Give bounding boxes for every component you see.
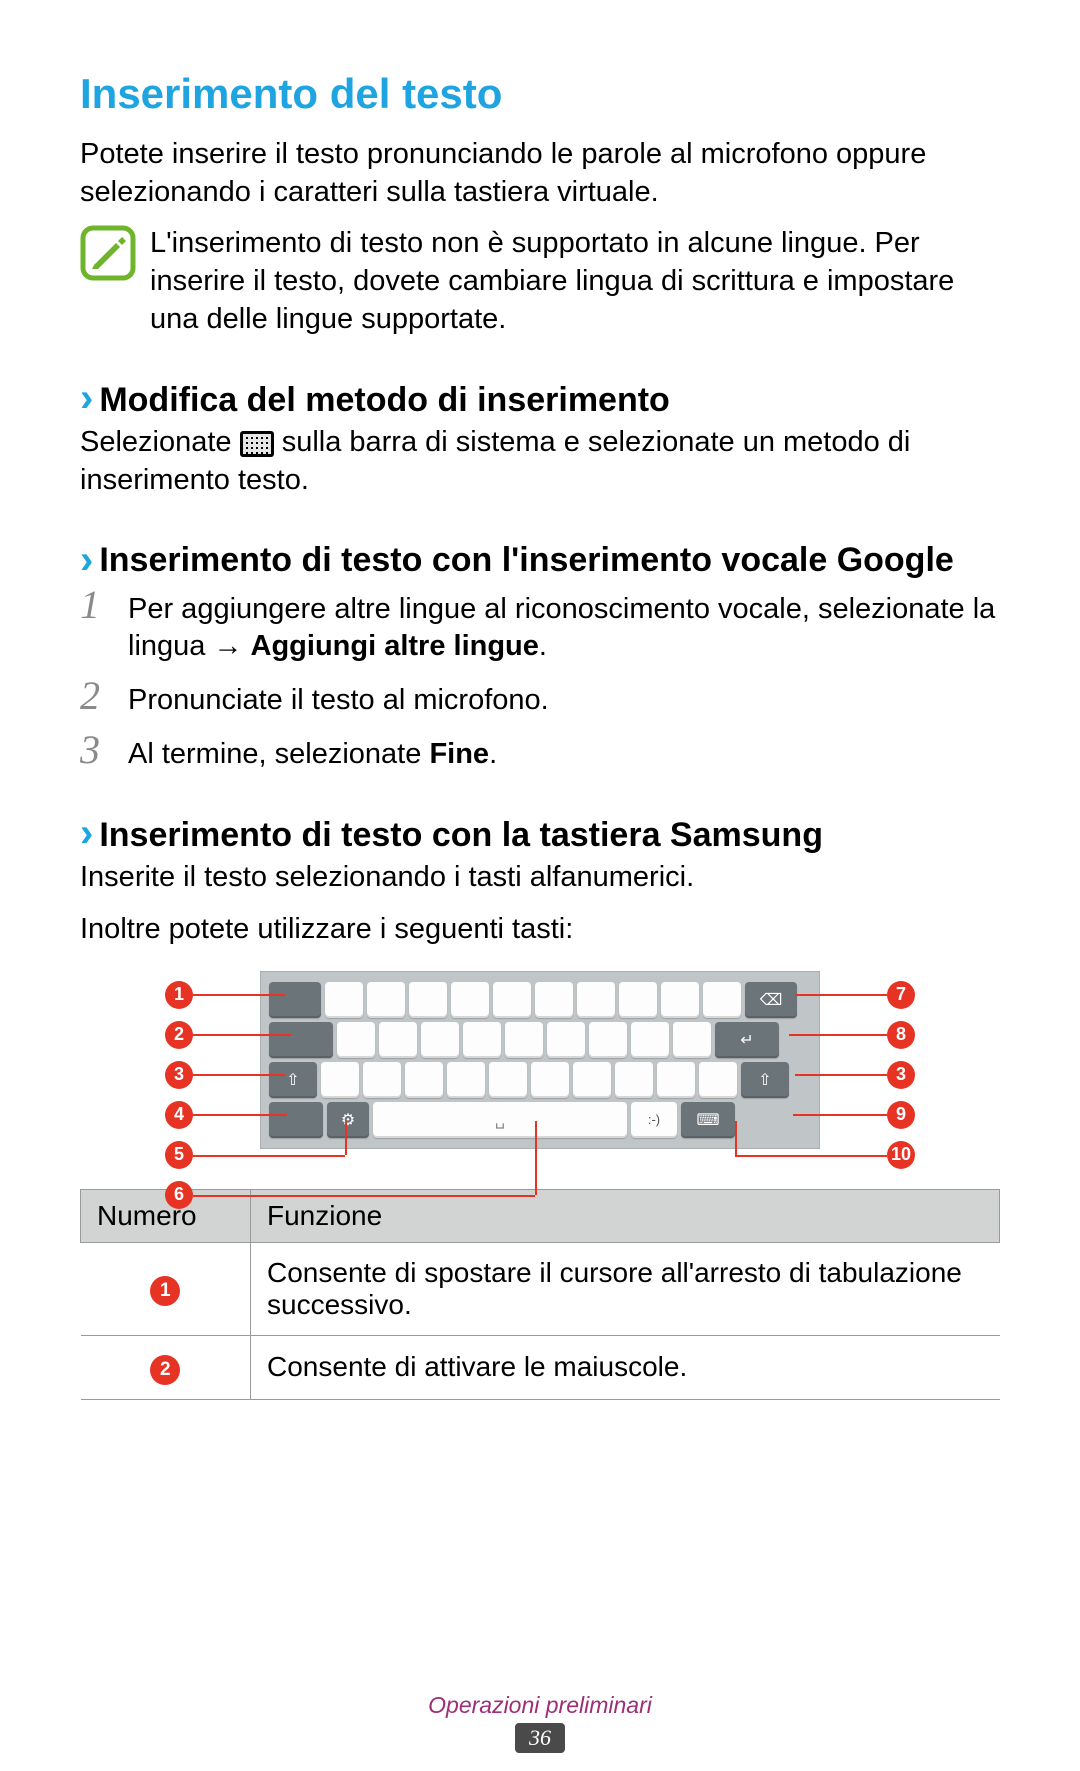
callout-right-kinked: 10	[165, 971, 915, 1221]
page-number: 36	[515, 1723, 565, 1753]
heading-modify: › Modifica del metodo di inserimento	[80, 378, 1000, 420]
step-text-post: .	[539, 630, 547, 662]
step-text-bold: Fine	[429, 738, 489, 770]
number-badge: 1	[150, 1276, 180, 1306]
cell-numero: 2	[81, 1335, 251, 1399]
number-badge: 2	[150, 1355, 180, 1385]
callout-line	[735, 1155, 887, 1157]
footer-section: Operazioni preliminari	[0, 1692, 1080, 1719]
step: 1Per aggiungere altre lingue al riconosc…	[80, 585, 1000, 666]
cell-numero: 1	[81, 1242, 251, 1335]
table-row: 2 Consente di attivare le maiuscole.	[81, 1335, 1000, 1399]
chevron-icon: ›	[80, 540, 93, 580]
chevron-icon: ›	[80, 813, 93, 853]
step-text: Al termine, selezionate Fine.	[128, 730, 497, 774]
function-table-body: 1 Consente di spostare il cursore all'arr…	[81, 1242, 1000, 1399]
callout-badge: 10	[887, 1141, 915, 1169]
step-text-pre: Pronunciate il testo al microfono.	[128, 684, 549, 716]
chevron-icon: ›	[80, 378, 93, 418]
heading-text: Inserimento di testo con l'inserimento v…	[99, 540, 953, 581]
keyboard-icon	[240, 431, 274, 457]
intro-paragraph: Potete inserire il testo pronunciando le…	[80, 136, 1000, 211]
voice-steps: 1Per aggiungere altre lingue al riconosc…	[80, 585, 1000, 774]
pencil-note-icon	[80, 225, 136, 281]
step-text-bold: Aggiungi altre lingue	[251, 630, 539, 662]
samsung-body2: Inoltre potete utilizzare i seguenti tas…	[80, 911, 1000, 949]
heading-voice: › Inserimento di testo con l'inserimento…	[80, 540, 1000, 581]
text-pre: Selezionate	[80, 426, 240, 458]
page-footer: Operazioni preliminari 36	[0, 1692, 1080, 1753]
note-block: L'inserimento di testo non è supportato …	[80, 225, 1000, 338]
manual-page: Inserimento del testo Potete inserire il…	[0, 0, 1080, 1400]
step-text-post: .	[489, 738, 497, 770]
keyboard-diagram: ⌫↵⇧⇧⚙␣:-)⌨ 123456783910	[165, 971, 915, 1149]
heading-text: Modifica del metodo di inserimento	[99, 381, 670, 420]
callout-line	[735, 1121, 737, 1155]
heading-samsung: › Inserimento di testo con la tastiera S…	[80, 813, 1000, 855]
page-number-wrap: 36	[0, 1723, 1080, 1753]
modify-body: Selezionate sulla barra di sistema e sel…	[80, 424, 1000, 499]
step-number: 2	[80, 676, 110, 720]
step-text-pre: Al termine, selezionate	[128, 738, 429, 770]
cell-funzione: Consente di attivare le maiuscole.	[251, 1335, 1000, 1399]
page-title: Inserimento del testo	[80, 70, 1000, 118]
step-number: 1	[80, 585, 110, 666]
note-text: L'inserimento di testo non è supportato …	[150, 225, 1000, 338]
cell-funzione: Consente di spostare il cursore all'arre…	[251, 1242, 1000, 1335]
table-row: 1 Consente di spostare il cursore all'arr…	[81, 1242, 1000, 1335]
samsung-body1: Inserite il testo selezionando i tasti a…	[80, 859, 1000, 897]
step: 2 Pronunciate il testo al microfono.	[80, 676, 1000, 720]
step-text: Pronunciate il testo al microfono.	[128, 676, 549, 720]
step: 3 Al termine, selezionate Fine.	[80, 730, 1000, 774]
step-text: Per aggiungere altre lingue al riconosci…	[128, 585, 1000, 666]
heading-text: Inserimento di testo con la tastiera Sam…	[99, 816, 823, 855]
step-number: 3	[80, 730, 110, 774]
